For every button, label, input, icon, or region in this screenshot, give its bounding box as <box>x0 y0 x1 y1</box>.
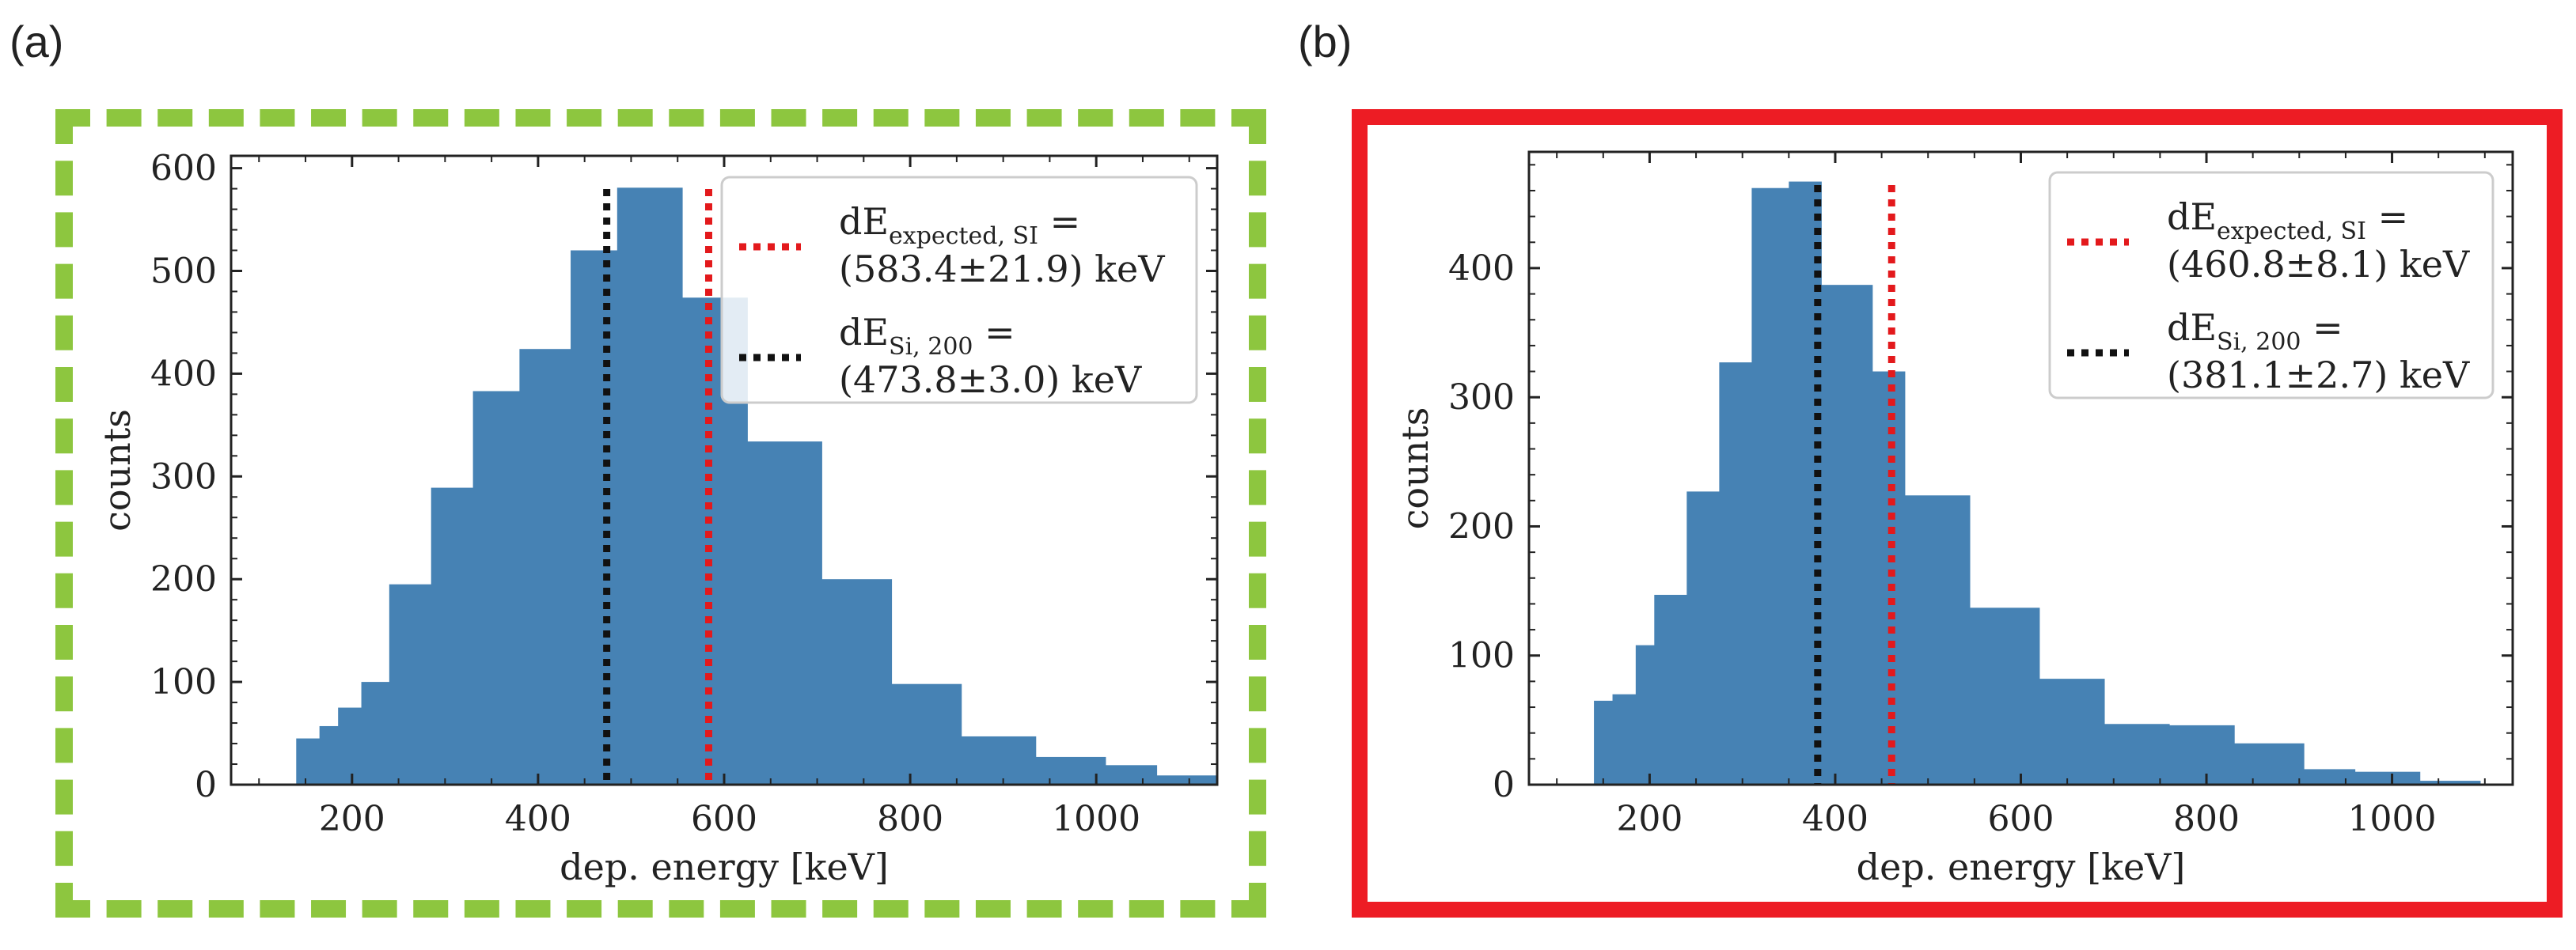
y-tick-label: 100 <box>1448 636 1515 676</box>
legend-equals: = <box>2366 195 2408 238</box>
histogram-bar <box>2169 725 2235 785</box>
legend-subscript: Si, 200 <box>889 333 973 361</box>
histogram-bar <box>1105 765 1158 785</box>
histogram-bar <box>1612 694 1637 785</box>
b-x-ticks: 200 400 600 800 1000 <box>1556 152 2486 839</box>
y-axis-label: counts <box>96 409 138 532</box>
legend-equals: = <box>1038 200 1080 243</box>
histogram-bar <box>1156 775 1218 785</box>
histogram-bar <box>1035 756 1106 785</box>
histogram-bar <box>1719 362 1752 785</box>
y-tick-label: 200 <box>1448 506 1515 547</box>
x-axis-label: dep. energy [keV] <box>1857 846 2186 888</box>
legend-subscript: expected, SI <box>889 222 1038 250</box>
x-tick-label: 600 <box>1988 799 2054 839</box>
x-tick-label: 800 <box>2173 799 2240 839</box>
histogram-bar <box>2039 679 2105 785</box>
histogram-bar <box>1635 645 1655 785</box>
histogram-bar <box>2234 743 2305 785</box>
panel-b-label: (b) <box>1298 17 1352 66</box>
legend-si-value: (473.8±3.0) keV <box>839 358 1142 401</box>
y-tick-label: 600 <box>150 149 217 189</box>
legend-symbol: dE <box>2167 306 2217 349</box>
histogram-bar <box>1654 595 1687 785</box>
x-tick-label: 800 <box>877 799 943 839</box>
b-bars <box>1594 181 2481 785</box>
y-tick-label: 0 <box>195 765 217 805</box>
x-tick-label: 400 <box>1802 799 1868 839</box>
b-y-ticks: 0 100 200 300 400 <box>1448 164 2513 805</box>
histogram-bar <box>1821 285 1873 785</box>
y-tick-label: 500 <box>150 251 217 291</box>
histogram-bar <box>1904 495 1971 785</box>
y-tick-label: 100 <box>150 662 217 702</box>
y-tick-label: 200 <box>150 559 217 600</box>
histogram-bar <box>519 349 571 785</box>
legend-symbol: dE <box>839 200 889 243</box>
x-tick-label: 1000 <box>2348 799 2437 839</box>
y-axis-label: counts <box>1394 407 1436 530</box>
histogram-bar <box>338 707 362 785</box>
histogram-bar <box>1686 491 1720 785</box>
histogram-bar <box>1751 187 1789 785</box>
legend-expected-label: dEexpected, SI = <box>839 200 1080 250</box>
histogram-bar <box>961 736 1037 785</box>
histogram-bar <box>361 682 390 785</box>
histogram-bar <box>296 738 321 785</box>
histogram-bar <box>431 487 474 785</box>
legend-subscript: Si, 200 <box>2217 328 2301 356</box>
y-tick-label: 300 <box>1448 377 1515 418</box>
histogram-bar <box>2354 771 2421 785</box>
histogram-bar <box>821 579 893 785</box>
legend-expected-label: dEexpected, SI = <box>2167 195 2408 245</box>
a-x-ticks: 200 400 600 800 1000 <box>258 156 1190 839</box>
histogram-bar <box>472 391 520 785</box>
histogram-bar <box>1970 607 2040 785</box>
legend-equals: = <box>2301 306 2343 349</box>
histogram-bar <box>319 725 339 785</box>
x-tick-label: 1000 <box>1052 799 1140 839</box>
panel-a-label: (a) <box>9 17 64 66</box>
legend-equals: = <box>973 311 1015 354</box>
histogram-bar <box>2104 724 2170 785</box>
histogram-bar <box>616 187 683 785</box>
x-tick-label: 600 <box>691 799 757 839</box>
x-tick-label: 400 <box>505 799 571 839</box>
y-tick-label: 400 <box>1448 248 1515 289</box>
histogram-bar <box>747 441 822 785</box>
histogram-bar <box>891 683 962 785</box>
panel-b-frame <box>1352 109 2563 918</box>
x-tick-label: 200 <box>1616 799 1683 839</box>
legend-si-label: dESi, 200 = <box>839 311 1015 361</box>
histogram-bar <box>389 584 432 785</box>
legend-symbol: dE <box>839 311 889 354</box>
legend-expected-value: (583.4±21.9) keV <box>839 248 1165 290</box>
legend-box <box>2048 171 2494 399</box>
legend-symbol: dE <box>2167 195 2217 238</box>
panel-a-frame <box>55 109 1266 918</box>
legend-si-label: dESi, 200 = <box>2167 306 2343 356</box>
x-axis-label: dep. energy [keV] <box>560 846 889 888</box>
y-tick-label: 0 <box>1493 765 1515 805</box>
x-tick-label: 200 <box>319 799 385 839</box>
y-tick-label: 300 <box>150 456 217 497</box>
legend-si-value: (381.1±2.7) keV <box>2167 354 2470 396</box>
a-bars <box>296 187 1218 785</box>
a-y-ticks: 0 100 200 300 400 500 600 <box>150 149 1217 805</box>
y-tick-label: 400 <box>150 354 217 394</box>
legend-box <box>720 176 1198 404</box>
legend-subscript: expected, SI <box>2217 218 2366 245</box>
histogram-bar <box>1594 700 1614 785</box>
legend-expected-value: (460.8±8.1) keV <box>2167 243 2470 286</box>
histogram-bar <box>2304 769 2356 785</box>
histogram-bar <box>2419 781 2481 785</box>
